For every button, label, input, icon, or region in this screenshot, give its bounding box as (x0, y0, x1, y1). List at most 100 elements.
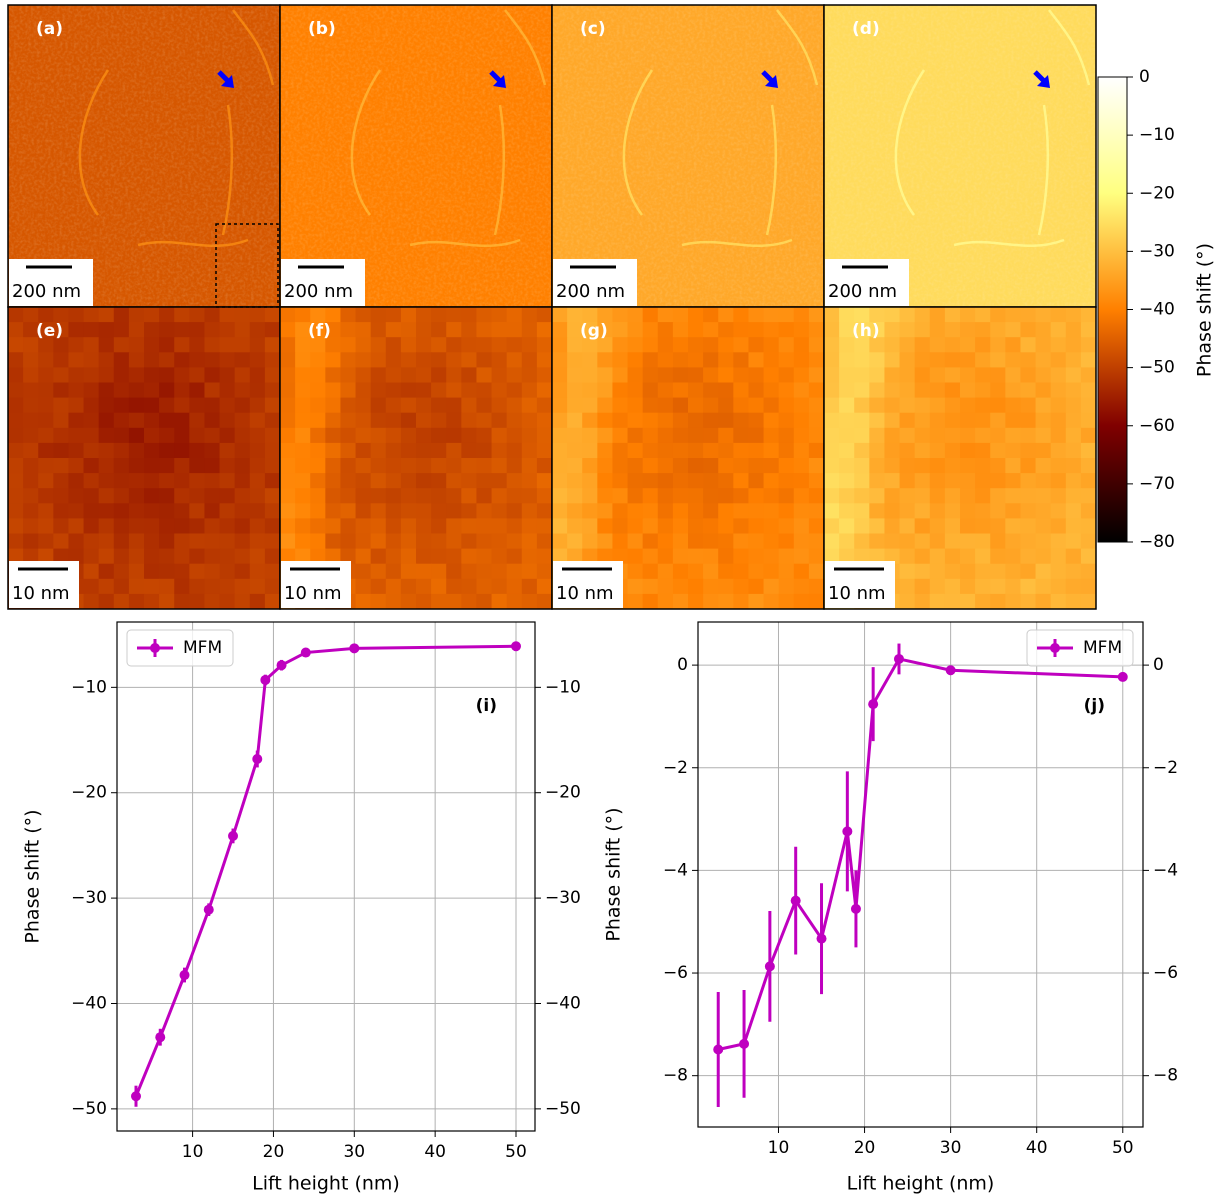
image-pixel (189, 352, 205, 368)
image-pixel (98, 307, 115, 323)
image-pixel (431, 518, 447, 534)
image-pixel (38, 548, 54, 565)
image-pixel (506, 563, 523, 580)
image-pixel (1005, 382, 1021, 399)
image-pixel (944, 578, 961, 595)
image-pixel (476, 503, 493, 519)
image-pixel (642, 563, 659, 580)
image-pixel (98, 337, 115, 353)
image-pixel (884, 382, 901, 399)
domain-feature (894, 9, 1091, 248)
image-pixel (340, 307, 357, 323)
image-panels: (a) 200 nm (b) 200 nm (c) 200 nm (d) 200 nm (e) 1… (7, 4, 1097, 610)
colorbar-tick-label: 0 (1139, 67, 1150, 87)
image-pixel (718, 322, 734, 338)
image-pixel (718, 352, 734, 368)
colorbar: 0 −10 −20 −30 −40 −50 −60 −70 −80 Phase shift (°) (1097, 67, 1216, 552)
image-pixel (929, 458, 946, 474)
image-pixel (310, 427, 326, 444)
image-pixel (491, 563, 508, 580)
image-pixel (38, 488, 54, 504)
image-pixel (672, 548, 689, 565)
image-pixel (234, 367, 251, 383)
x-tick-label: 10 (768, 1138, 790, 1158)
image-pixel (778, 533, 795, 550)
image-pixel (264, 548, 281, 565)
image-pixel (83, 367, 100, 383)
image-pixel (582, 473, 598, 489)
image-pixel (219, 473, 236, 489)
image-pixel (128, 593, 145, 610)
image-pixel (400, 382, 417, 399)
image-pixel (38, 322, 54, 338)
image-pixel (295, 533, 311, 550)
image-pixel (672, 488, 689, 504)
image-pixel (914, 563, 931, 580)
image-pixel (536, 412, 553, 429)
image-pixel (98, 427, 115, 444)
panel-label: (h) (852, 321, 880, 341)
image-pixel (929, 307, 946, 323)
image-pixel (174, 563, 190, 580)
image-pixel (23, 473, 39, 489)
image-pixel (778, 473, 795, 489)
image-pixel (748, 473, 765, 489)
image-pixel (778, 518, 795, 534)
y-tick-label-right: −40 (545, 993, 581, 1013)
image-pixel (990, 533, 1006, 550)
image-pixel (144, 503, 160, 519)
image-pixel (748, 518, 765, 534)
image-pixel (159, 593, 175, 610)
image-pixel (688, 307, 704, 323)
image-pixel (567, 412, 583, 429)
image-pixel (672, 442, 689, 459)
image-pixel (688, 337, 704, 353)
scale-bar-label: 200 nm (556, 281, 625, 302)
image-pixel (899, 593, 916, 610)
image-pixel (1080, 563, 1097, 580)
image-pixel (174, 458, 190, 474)
image-pixel (325, 322, 341, 338)
image-pixel (416, 503, 432, 519)
image-pixel (597, 458, 613, 474)
image-pixel (733, 518, 749, 534)
image-pixel (506, 397, 523, 414)
image-pixel (431, 578, 447, 595)
image-pixel (703, 503, 719, 519)
image-pixel (506, 382, 523, 399)
image-pixel (733, 458, 749, 474)
image-pixel (688, 322, 704, 338)
image-pixel (400, 442, 417, 459)
image-pixel (280, 442, 296, 459)
image-texture (824, 5, 1096, 307)
image-pixel (733, 593, 749, 610)
image-pixel (53, 533, 69, 550)
image-pixel (627, 412, 644, 429)
colorbar-tick-label: −50 (1139, 358, 1175, 378)
image-pixel (521, 518, 538, 534)
image-pixel (869, 352, 885, 368)
image-pixel (597, 307, 613, 323)
x-tick-label: 10 (182, 1142, 204, 1162)
image-pixel (808, 503, 825, 519)
image-pixel (536, 337, 553, 353)
image-pixel (355, 548, 372, 565)
scale-bar-label: 10 nm (828, 583, 886, 604)
image-pixel (975, 397, 991, 414)
image-pixel (975, 548, 991, 565)
image-pixel (128, 442, 145, 459)
image-pixel (884, 533, 901, 550)
image-pixel (264, 458, 281, 474)
image-pixel (53, 337, 69, 353)
image-pixel (234, 397, 251, 414)
image-pixel (808, 458, 825, 474)
image-pixel (38, 352, 54, 368)
image-pixel (975, 563, 991, 580)
image-pixel (68, 427, 85, 444)
image-pixel (960, 533, 976, 550)
image-pixel (1080, 352, 1097, 368)
data-point (790, 895, 801, 906)
image-pixel (854, 533, 870, 550)
image-pixel (960, 458, 976, 474)
image-pixel (325, 337, 341, 353)
